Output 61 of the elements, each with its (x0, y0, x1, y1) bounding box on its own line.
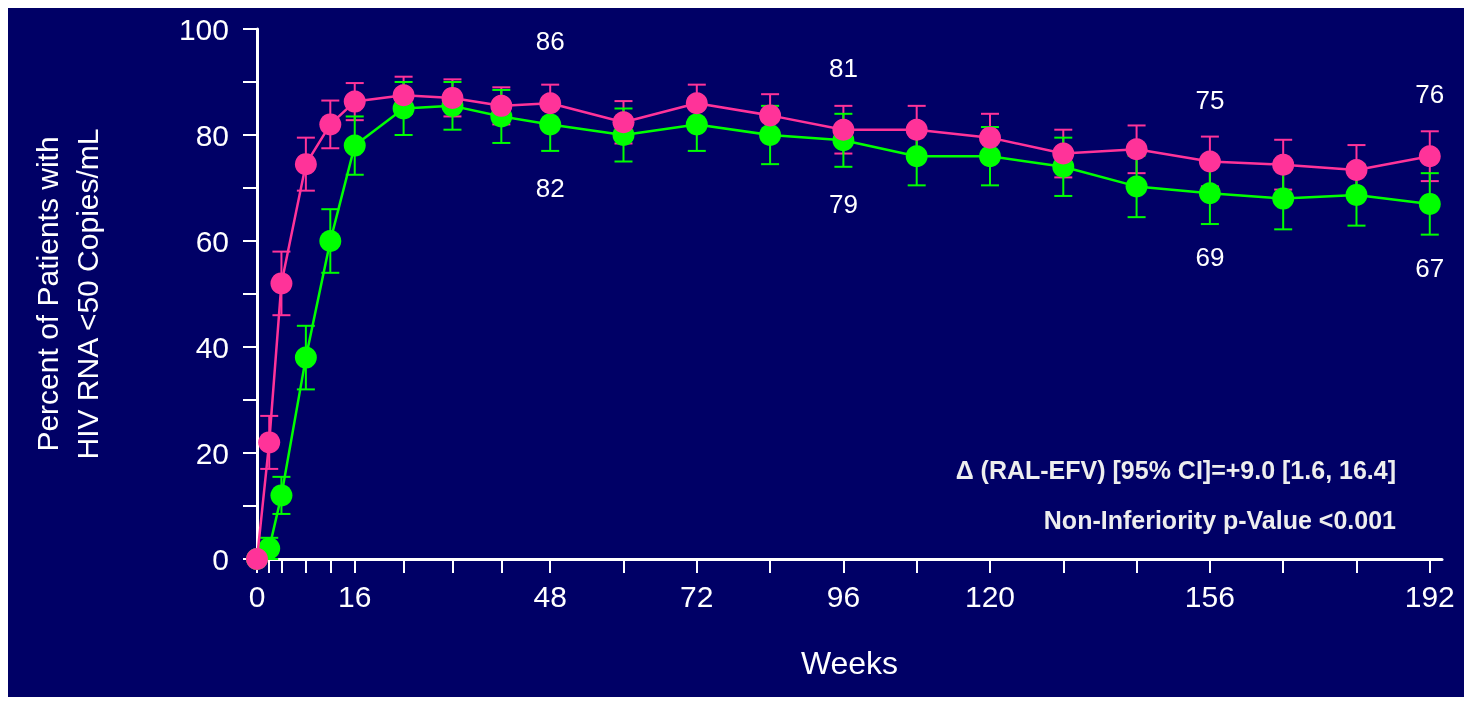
point (759, 104, 782, 127)
point (343, 90, 366, 113)
data-label: 75 (1195, 84, 1225, 115)
point (1418, 192, 1441, 215)
x-tick-label: 156 (1184, 579, 1235, 613)
point (343, 134, 366, 157)
data-label: 81 (828, 52, 858, 83)
y-tick-label: 60 (195, 224, 229, 258)
point (392, 84, 415, 107)
y-tick-label: 0 (212, 542, 229, 576)
data-label: 86 (535, 26, 565, 57)
point (1125, 175, 1148, 198)
point (905, 118, 928, 141)
point (1418, 145, 1441, 168)
point (294, 153, 317, 176)
point (979, 126, 1001, 149)
point (685, 113, 708, 136)
point (905, 145, 928, 168)
y-tick-label: 100 (178, 12, 229, 46)
point (441, 86, 464, 109)
annotation: Non-Inferiority p-Value <0.001 (1043, 505, 1397, 534)
data-label: 69 (1195, 242, 1225, 273)
annotation: Δ (RAL-EFV) [95% CI]=+9.0 [1.6, 16.4] (955, 455, 1397, 484)
point (1345, 183, 1368, 206)
point (1198, 182, 1221, 205)
x-tick-label: 192 (1404, 579, 1455, 613)
point (270, 272, 293, 295)
point (1345, 158, 1368, 181)
data-label: 82 (535, 173, 565, 204)
x-tick-label: 96 (826, 579, 861, 613)
data-label: 67 (1415, 252, 1445, 283)
point (1198, 150, 1221, 173)
point (539, 92, 562, 115)
data-label: 79 (828, 189, 858, 220)
point (270, 484, 293, 507)
data-label: 76 (1415, 79, 1445, 110)
y-tick-label: 20 (195, 436, 229, 470)
y-tick-label: 80 (195, 118, 229, 152)
point (1272, 187, 1295, 210)
point (759, 124, 782, 146)
point (1125, 138, 1148, 161)
point (490, 94, 513, 117)
x-tick-label: 16 (338, 579, 372, 613)
x-tick-label: 0 (248, 579, 266, 613)
y-axis-title: Percent of Patients with HIV RNA <50 Copies/mL (30, 128, 104, 460)
point (258, 431, 281, 454)
point (539, 113, 562, 136)
y-tick-label: 40 (195, 330, 229, 364)
point (612, 111, 635, 134)
point (979, 145, 1001, 168)
point (319, 230, 342, 252)
x-tick-label: 48 (533, 579, 567, 613)
x-tick-label: 120 (964, 579, 1016, 613)
x-tick-label: 72 (680, 579, 714, 613)
point (319, 113, 342, 136)
point (294, 346, 317, 369)
x-axis-title: Weeks (800, 645, 899, 681)
point (1272, 153, 1295, 176)
point (1052, 142, 1075, 165)
point (832, 118, 855, 141)
point (685, 92, 708, 115)
